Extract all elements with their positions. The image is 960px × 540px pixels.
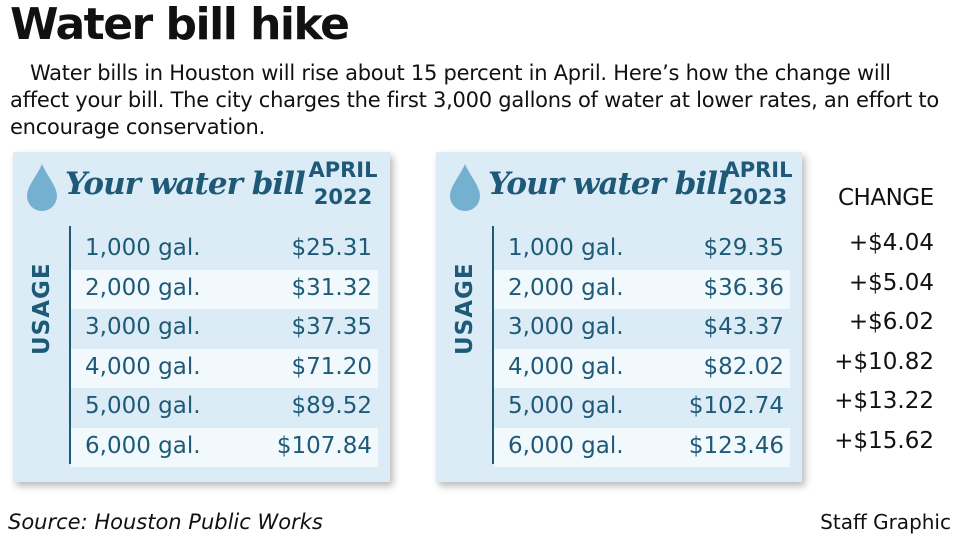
date-month: APRIL [308, 158, 378, 182]
amount-cell: $43.37 [703, 314, 784, 340]
credit-note: Staff Graphic [820, 510, 951, 534]
usage-cell: 2,000 gal. [85, 274, 201, 301]
table-date: APRIL 2022 [303, 157, 383, 211]
table-row: 1,000 gal. $25.31 [71, 230, 378, 270]
change-value: +$4.04 [848, 230, 934, 256]
usage-axis-label: USAGE [29, 262, 55, 355]
amount-cell: $31.32 [291, 274, 372, 301]
table-row: 5,000 gal. $89.52 [71, 388, 378, 428]
table-rows: 1,000 gal. $25.31 2,000 gal. $31.32 3,000 … [71, 230, 378, 467]
change-value: +$15.62 [834, 427, 934, 454]
page-title: Water bill hike [10, 0, 350, 50]
source-note: Source: Houston Public Works [8, 510, 323, 534]
date-month: APRIL [723, 158, 793, 182]
divider [69, 226, 71, 464]
table-row: 3,000 gal. $37.35 [71, 309, 378, 349]
amount-cell: $82.02 [703, 353, 784, 380]
amount-cell: $37.35 [291, 314, 372, 340]
usage-cell: 3,000 gal. [508, 314, 624, 340]
amount-cell: $29.35 [703, 235, 784, 261]
intro-text: Water bills in Houston will rise about 1… [10, 61, 939, 139]
table-row: 4,000 gal. $82.02 [494, 348, 790, 388]
change-value: +$5.04 [848, 269, 934, 296]
date-year: 2022 [313, 185, 373, 209]
table-row: 2,000 gal. $31.32 [71, 269, 378, 309]
water-drop-icon [450, 164, 480, 211]
table-row: 1,000 gal. $29.35 [494, 230, 790, 270]
amount-cell: $123.46 [688, 432, 784, 459]
table-row: 6,000 gal. $123.46 [494, 427, 790, 467]
table-heading: Your water bill [65, 166, 306, 202]
amount-cell: $71.20 [291, 353, 372, 380]
usage-cell: 2,000 gal. [508, 274, 624, 301]
amount-cell: $89.52 [291, 393, 372, 419]
table-date: APRIL 2023 [718, 157, 798, 211]
usage-cell: 5,000 gal. [508, 393, 624, 419]
change-value: +$13.22 [834, 388, 934, 414]
change-header: CHANGE [838, 185, 934, 211]
date-year: 2023 [728, 185, 788, 209]
usage-cell: 1,000 gal. [508, 235, 624, 261]
amount-cell: $25.31 [291, 235, 372, 261]
usage-axis-label: USAGE [452, 262, 478, 355]
usage-cell: 3,000 gal. [85, 314, 201, 340]
table-row: 4,000 gal. $71.20 [71, 348, 378, 388]
amount-cell: $36.36 [703, 274, 784, 301]
amount-cell: $107.84 [276, 432, 372, 459]
change-list: +$4.04 +$5.04 +$6.02 +$10.82 +$13.22 +$1… [804, 230, 934, 467]
usage-cell: 5,000 gal. [85, 393, 201, 419]
divider [492, 226, 494, 464]
water-drop-icon [27, 164, 57, 211]
amount-cell: $102.74 [688, 393, 784, 419]
change-value: +$10.82 [834, 348, 934, 375]
usage-cell: 4,000 gal. [508, 353, 624, 380]
bill-table-2023: Your water bill APRIL 2023 USAGE 1,000 g… [436, 152, 802, 482]
table-row: 2,000 gal. $36.36 [494, 269, 790, 309]
table-heading: Your water bill [488, 166, 729, 202]
table-row: 6,000 gal. $107.84 [71, 427, 378, 467]
usage-cell: 6,000 gal. [508, 432, 624, 459]
usage-cell: 6,000 gal. [85, 432, 201, 459]
usage-cell: 1,000 gal. [85, 235, 201, 261]
table-row: 5,000 gal. $102.74 [494, 388, 790, 428]
bill-table-2022: Your water bill APRIL 2022 USAGE 1,000 g… [13, 152, 390, 482]
table-row: 3,000 gal. $43.37 [494, 309, 790, 349]
usage-cell: 4,000 gal. [85, 353, 201, 380]
table-rows: 1,000 gal. $29.35 2,000 gal. $36.36 3,000 … [494, 230, 790, 467]
change-value: +$6.02 [848, 309, 934, 335]
